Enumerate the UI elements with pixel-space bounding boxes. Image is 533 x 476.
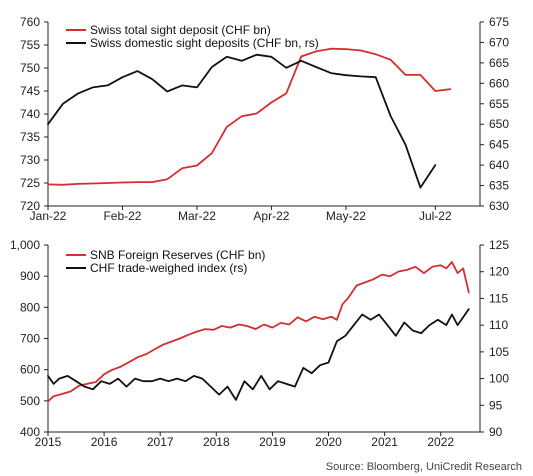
x-tick-label: Feb-22 — [103, 209, 141, 223]
y-tick-left: 725 — [20, 176, 40, 190]
y-tick-left: 800 — [20, 300, 40, 314]
x-tick-label: Mar-22 — [178, 209, 216, 223]
y-tick-left: 740 — [20, 107, 40, 121]
x-tick-label: 2020 — [315, 435, 342, 449]
y-tick-left: 745 — [20, 84, 40, 98]
y-tick-left: 750 — [20, 61, 40, 75]
y-tick-right: 110 — [489, 318, 508, 332]
x-tick-label: 2015 — [35, 435, 62, 449]
y-tick-left: 730 — [20, 153, 40, 167]
x-tick-label: 2021 — [371, 435, 398, 449]
x-tick-label: Jan-22 — [30, 209, 67, 223]
x-tick-label: 2016 — [91, 435, 118, 449]
y-tick-right: 115 — [489, 291, 508, 305]
legend-label-2: CHF trade-weighed index (rs) — [90, 261, 247, 275]
y-tick-right: 630 — [489, 199, 509, 213]
y-tick-left: 600 — [20, 363, 40, 377]
y-tick-right: 670 — [489, 35, 509, 49]
legend-label-1: Swiss total sight deposit (CHF bn) — [90, 23, 271, 37]
y-tick-left: 735 — [20, 130, 40, 144]
top-chart: 720 725 730 735 740 745 750 755 760 630 635 640 645 6… — [20, 15, 509, 223]
x-tick-label: 2022 — [427, 435, 454, 449]
y-tick-left: 760 — [20, 15, 40, 29]
y-tick-right: 675 — [489, 15, 509, 29]
x-tick-label: May-22 — [326, 209, 366, 223]
y-tick-right: 655 — [489, 97, 509, 111]
y-tick-left: 700 — [20, 332, 40, 346]
y-tick-left: 900 — [20, 269, 40, 283]
x-tick-label: Apr-22 — [253, 209, 289, 223]
y-tick-right: 640 — [489, 158, 509, 172]
y-tick-left: 1,000 — [10, 238, 40, 252]
legend-label-2: Swiss domestic sight deposits (CHF bn, r… — [90, 36, 319, 50]
x-tick-label: 2019 — [259, 435, 286, 449]
y-tick-right: 645 — [489, 138, 509, 152]
y-tick-right: 105 — [489, 345, 509, 359]
y-tick-left: 500 — [20, 394, 40, 408]
bottom-chart: 400 500 600 700 800 900 1,000 90 95 100 105 110 115 1… — [10, 238, 509, 449]
x-tick-label: 2018 — [203, 435, 230, 449]
series-line-1 — [47, 261, 470, 403]
y-tick-left: 720 — [20, 199, 40, 213]
y-tick-right: 660 — [489, 76, 509, 90]
legend-label-1: SNB Foreign Reserves (CHF bn) — [90, 248, 265, 262]
series-line-2 — [47, 308, 470, 401]
y-tick-right: 125 — [489, 238, 509, 252]
y-tick-right: 120 — [489, 265, 509, 279]
y-tick-right: 100 — [489, 372, 509, 386]
y-tick-right: 665 — [489, 56, 509, 70]
series-line-1 — [47, 47, 452, 186]
y-tick-left: 400 — [20, 425, 40, 439]
y-tick-right: 90 — [489, 425, 503, 439]
source-note: Source: Bloomberg, UniCredit Research — [326, 461, 522, 473]
y-tick-right: 95 — [489, 398, 503, 412]
series-line-2 — [47, 53, 437, 189]
y-tick-left: 755 — [20, 38, 40, 52]
y-tick-right: 635 — [489, 179, 509, 193]
x-tick-label: Jul-22 — [419, 209, 452, 223]
x-tick-label: 2017 — [147, 435, 174, 449]
y-tick-right: 650 — [489, 117, 509, 131]
